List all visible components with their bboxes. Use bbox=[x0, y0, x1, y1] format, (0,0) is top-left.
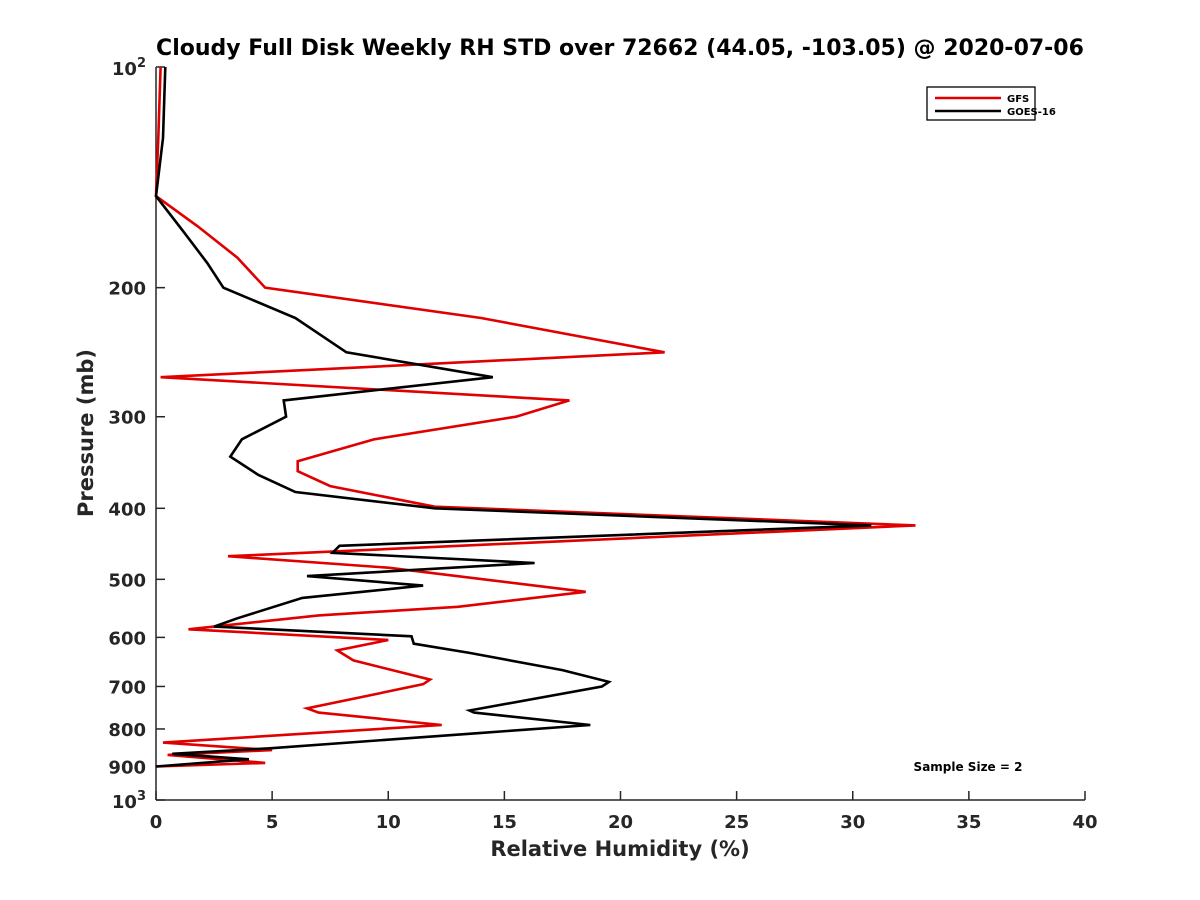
x-tick-label: 10 bbox=[376, 812, 401, 833]
x-tick-label: 40 bbox=[1072, 812, 1097, 833]
y-tick-label: 800 bbox=[108, 720, 146, 741]
legend: GFS GOES-16 bbox=[926, 86, 1056, 121]
y-tick-label: 102 bbox=[112, 56, 146, 80]
series-line-goes-16 bbox=[154, 66, 872, 768]
sample-size-annotation: Sample Size = 2 bbox=[914, 760, 1023, 774]
y-tick-label: 500 bbox=[108, 570, 146, 591]
legend-label: GFS bbox=[1007, 94, 1029, 105]
chart-title: Cloudy Full Disk Weekly RH STD over 7266… bbox=[156, 36, 1084, 61]
y-tick-label: 300 bbox=[108, 408, 146, 429]
x-tick-label: 35 bbox=[956, 812, 981, 833]
x-tick-label: 15 bbox=[492, 812, 517, 833]
legend-box bbox=[926, 86, 1036, 121]
y-tick-label: 600 bbox=[108, 628, 146, 649]
x-axis-label: Relative Humidity (%) bbox=[490, 837, 749, 861]
x-tick-label: 20 bbox=[608, 812, 633, 833]
y-tick-label: 900 bbox=[108, 757, 146, 778]
series-layer bbox=[154, 66, 916, 768]
plot-area bbox=[155, 67, 1085, 801]
series-line-gfs bbox=[154, 66, 916, 768]
y-tick-label: 400 bbox=[108, 499, 146, 520]
y-tick-label: 103 bbox=[112, 789, 146, 813]
y-tick-label: 700 bbox=[108, 677, 146, 698]
legend-label: GOES-16 bbox=[1007, 107, 1056, 118]
y-axis-ticks: 102 200 300 400 500 600 700 800 900 103 bbox=[108, 56, 165, 813]
x-tick-label: 0 bbox=[150, 812, 163, 833]
y-tick-label: 200 bbox=[108, 279, 146, 300]
x-tick-label: 30 bbox=[840, 812, 865, 833]
x-tick-label: 5 bbox=[266, 812, 279, 833]
x-axis-ticks: 0 5 10 15 20 25 30 35 40 bbox=[150, 791, 1098, 833]
x-tick-label: 25 bbox=[724, 812, 749, 833]
y-axis-label: Pressure (mb) bbox=[74, 349, 98, 517]
